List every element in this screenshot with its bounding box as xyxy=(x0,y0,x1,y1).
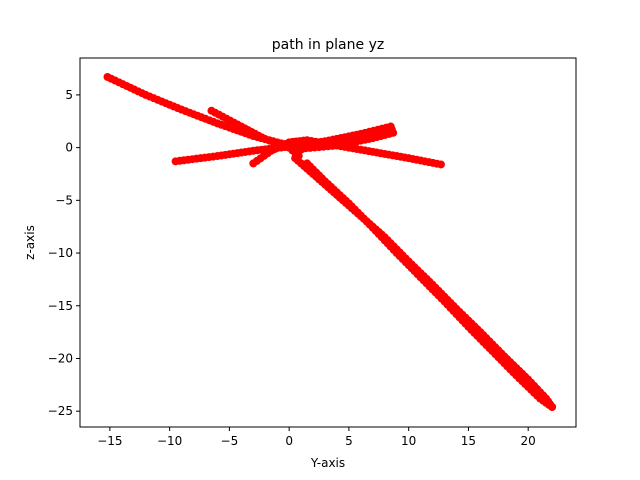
data-point xyxy=(548,402,557,411)
y-tick-label: 5 xyxy=(65,88,73,102)
y-axis-label: z-axis xyxy=(23,225,37,260)
y-tick-label: −10 xyxy=(48,246,73,260)
x-tick-label: 0 xyxy=(285,434,293,448)
y-tick-label: −20 xyxy=(48,351,73,365)
x-tick-label: 5 xyxy=(345,434,353,448)
y-axis-ticks: 5 0 −5 −10 −15 −20 −25 xyxy=(48,88,80,418)
x-tick-label: 10 xyxy=(401,434,416,448)
y-tick-label: −5 xyxy=(55,193,73,207)
data-point xyxy=(297,144,306,153)
x-tick-label: 20 xyxy=(521,434,536,448)
x-axis-ticks: −15 −10 −5 0 5 10 15 20 xyxy=(97,427,536,448)
x-axis-label: Y-axis xyxy=(310,456,345,470)
y-tick-label: −25 xyxy=(48,404,73,418)
data-points xyxy=(103,72,557,411)
x-tick-label: 15 xyxy=(461,434,476,448)
chart-title: path in plane yz xyxy=(272,37,384,53)
y-tick-label: 0 xyxy=(65,141,73,155)
plot-frame xyxy=(79,57,577,428)
x-tick-label: −5 xyxy=(221,434,239,448)
y-tick-label: −15 xyxy=(48,299,73,313)
x-tick-label: −15 xyxy=(97,434,122,448)
x-tick-label: −10 xyxy=(157,434,182,448)
data-point xyxy=(436,160,445,169)
